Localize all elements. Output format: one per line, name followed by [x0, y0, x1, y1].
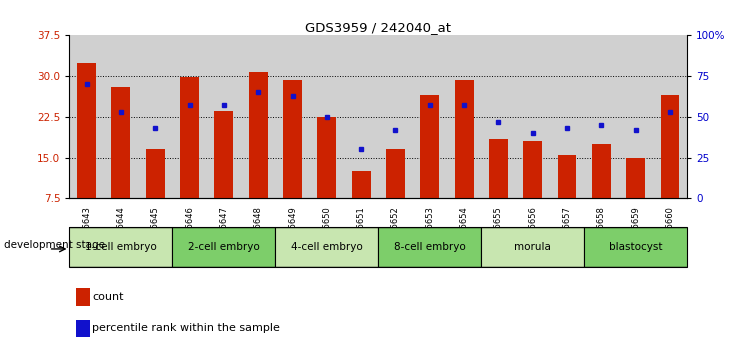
- Bar: [626, 158, 645, 198]
- Bar: [412, 35, 447, 198]
- Bar: [104, 35, 138, 198]
- Bar: [653, 35, 687, 198]
- Bar: [173, 227, 276, 267]
- Bar: [77, 63, 96, 198]
- Title: GDS3959 / 242040_at: GDS3959 / 242040_at: [306, 21, 451, 34]
- Bar: [310, 35, 344, 198]
- Bar: [515, 35, 550, 198]
- Bar: [75, 320, 91, 337]
- Text: 8-cell embryo: 8-cell embryo: [394, 242, 466, 252]
- Bar: [69, 227, 173, 267]
- Bar: [75, 288, 91, 306]
- Bar: [379, 227, 481, 267]
- Bar: [145, 149, 164, 198]
- Text: 2-cell embryo: 2-cell embryo: [188, 242, 260, 252]
- Bar: [420, 95, 439, 198]
- Text: development stage: development stage: [4, 240, 105, 250]
- Text: blastocyst: blastocyst: [609, 242, 662, 252]
- Bar: [455, 80, 474, 198]
- Bar: [481, 227, 584, 267]
- Bar: [241, 35, 276, 198]
- Text: morula: morula: [515, 242, 551, 252]
- Bar: [584, 227, 687, 267]
- Bar: [276, 35, 310, 198]
- Bar: [386, 149, 405, 198]
- Bar: [523, 141, 542, 198]
- Bar: [276, 227, 379, 267]
- Bar: [661, 95, 679, 198]
- Bar: [283, 80, 302, 198]
- Bar: [214, 112, 233, 198]
- Bar: [481, 35, 515, 198]
- Bar: [352, 171, 371, 198]
- Bar: [592, 144, 611, 198]
- Text: count: count: [92, 292, 124, 302]
- Bar: [138, 35, 173, 198]
- Text: 4-cell embryo: 4-cell embryo: [291, 242, 363, 252]
- Bar: [379, 35, 412, 198]
- Bar: [489, 138, 508, 198]
- Bar: [249, 72, 268, 198]
- Bar: [69, 35, 104, 198]
- Bar: [584, 35, 618, 198]
- Bar: [317, 117, 336, 198]
- Text: percentile rank within the sample: percentile rank within the sample: [92, 324, 280, 333]
- Bar: [173, 35, 207, 198]
- Bar: [447, 35, 481, 198]
- Bar: [558, 155, 577, 198]
- Bar: [550, 35, 584, 198]
- Bar: [112, 87, 130, 198]
- Bar: [180, 77, 199, 198]
- Bar: [207, 35, 241, 198]
- Bar: [344, 35, 378, 198]
- Bar: [618, 35, 653, 198]
- Text: 1-cell embryo: 1-cell embryo: [85, 242, 156, 252]
